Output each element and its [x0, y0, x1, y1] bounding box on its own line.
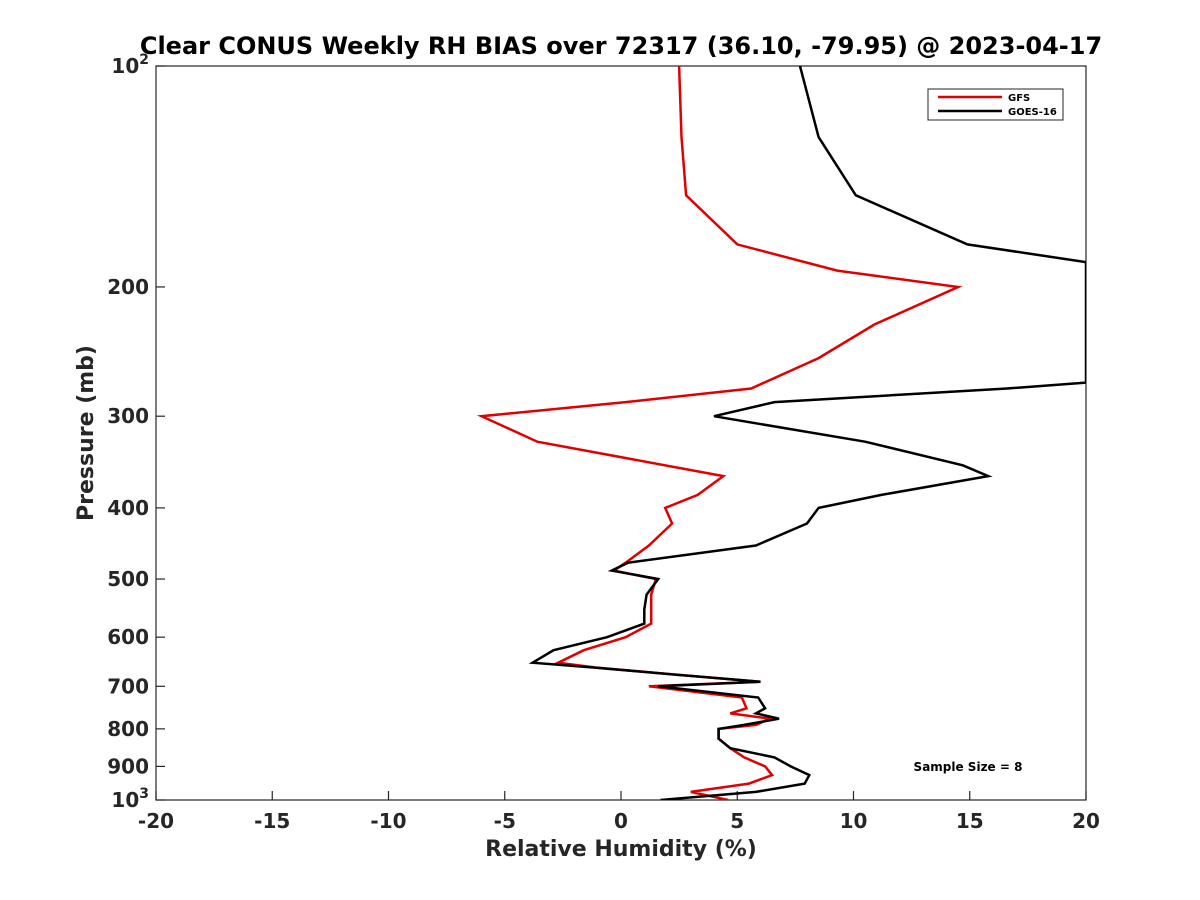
x-axis-label: Relative Humidity (%) — [485, 837, 757, 862]
y-tick-label: 200 — [107, 275, 149, 299]
legend-box — [927, 88, 1064, 121]
y-tick-label: 500 — [107, 567, 149, 591]
x-tick-label: 20 — [1072, 809, 1100, 833]
x-tick-label: -10 — [370, 809, 406, 833]
y-tick-label-base: 300 — [107, 404, 149, 428]
series-line-goes-16 — [528, 66, 1086, 800]
y-tick-label-base: 900 — [107, 754, 149, 778]
y-tick-label-base: 10 — [111, 788, 139, 812]
y-tick-label-exponent: 3 — [139, 786, 149, 802]
plot-area — [155, 65, 1087, 801]
y-tick-label-exponent: 2 — [139, 52, 149, 68]
x-tick-label: 15 — [956, 809, 984, 833]
y-tick-label-base: 400 — [107, 496, 149, 520]
y-tick-label: 300 — [107, 404, 149, 428]
x-tick-label: 10 — [840, 809, 868, 833]
chart-title: Clear CONUS Weekly RH BIAS over 72317 (3… — [140, 32, 1102, 60]
y-tick-label: 800 — [107, 717, 149, 741]
sample-size-annotation: Sample Size = 8 — [914, 760, 1023, 774]
y-tick-label-base: 200 — [107, 275, 149, 299]
x-tick-label: -15 — [254, 809, 290, 833]
y-tick-label: 900 — [107, 754, 149, 778]
legend: GFS GOES-16 — [927, 88, 1064, 121]
x-axis: -20 -15 -10 -5 0 5 10 15 20 — [138, 791, 1100, 833]
y-axis-label: Pressure (mb) — [74, 345, 99, 521]
y-tick-label-base: 600 — [107, 625, 149, 649]
x-tick-label: 0 — [614, 809, 628, 833]
legend-label: GOES-16 — [1008, 107, 1057, 118]
x-tick-label: 5 — [730, 809, 744, 833]
legend-label: GFS — [1008, 93, 1030, 104]
y-tick-label: 600 — [107, 625, 149, 649]
y-tick-label: 400 — [107, 496, 149, 520]
y-tick-label-base: 800 — [107, 717, 149, 741]
series-lines — [476, 66, 1086, 800]
y-tick-label: 102 — [111, 52, 149, 78]
y-tick-label: 103 — [111, 786, 149, 812]
x-tick-label: -20 — [138, 809, 174, 833]
y-tick-label-base: 10 — [111, 54, 139, 78]
y-tick-label-base: 500 — [107, 567, 149, 591]
y-tick-label: 700 — [107, 674, 149, 698]
x-tick-label: -5 — [494, 809, 516, 833]
y-tick-label-base: 700 — [107, 674, 149, 698]
